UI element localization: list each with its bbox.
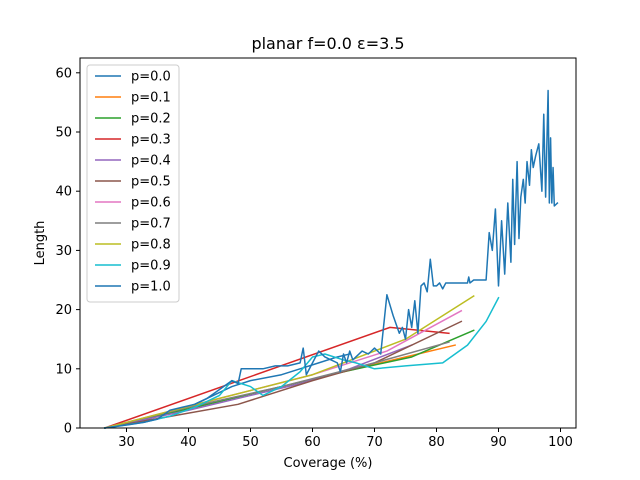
y-tick-label: 30 bbox=[55, 244, 72, 259]
legend-label: p=0.3 bbox=[131, 133, 171, 148]
x-tick-label: 30 bbox=[118, 435, 135, 450]
legend-label: p=0.4 bbox=[131, 154, 171, 169]
series-line-3 bbox=[103, 326, 450, 429]
x-tick-label: 50 bbox=[242, 435, 259, 450]
legend-label: p=0.8 bbox=[131, 238, 171, 253]
x-axis-label: Coverage (%) bbox=[284, 456, 373, 471]
y-tick-label: 50 bbox=[55, 126, 72, 141]
y-tick-label: 20 bbox=[55, 303, 72, 318]
x-tick-label: 100 bbox=[548, 435, 573, 450]
legend-label: p=0.0 bbox=[131, 70, 171, 85]
legend-label: p=0.7 bbox=[131, 217, 171, 232]
y-tick-label: 0 bbox=[64, 422, 72, 437]
x-tick-label: 60 bbox=[304, 435, 321, 450]
y-tick-label: 10 bbox=[55, 362, 72, 377]
series-line-10 bbox=[103, 89, 559, 429]
legend-label: p=0.5 bbox=[131, 175, 171, 190]
y-tick-label: 60 bbox=[55, 66, 72, 81]
chart-title: planar f=0.0 ε=3.5 bbox=[251, 34, 404, 53]
legend-label: p=0.9 bbox=[131, 259, 171, 274]
x-tick-label: 90 bbox=[490, 435, 507, 450]
legend-box bbox=[86, 64, 180, 303]
y-tick-label: 40 bbox=[55, 185, 72, 200]
plot-area bbox=[103, 89, 559, 429]
legend-label: p=1.0 bbox=[131, 280, 171, 295]
x-tick-label: 70 bbox=[366, 435, 383, 450]
y-axis: 0 10 20 30 40 50 60 bbox=[55, 66, 80, 437]
x-axis: 30 40 50 60 70 80 90 100 bbox=[118, 428, 573, 450]
series-line-5 bbox=[103, 320, 463, 429]
y-axis-label: Length bbox=[33, 221, 48, 266]
x-tick-label: 80 bbox=[428, 435, 445, 450]
axes-frame bbox=[79, 57, 577, 429]
legend-label: p=0.6 bbox=[131, 196, 171, 211]
legend-label: p=0.2 bbox=[131, 112, 171, 127]
legend-label: p=0.1 bbox=[131, 91, 171, 106]
legend: p=0.0 p=0.1 p=0.2 p=0.3 p=0.4 p=0.5 p=0.6 p=0.7… bbox=[86, 64, 180, 303]
series-line-9 bbox=[103, 296, 500, 429]
x-tick-label: 40 bbox=[180, 435, 197, 450]
